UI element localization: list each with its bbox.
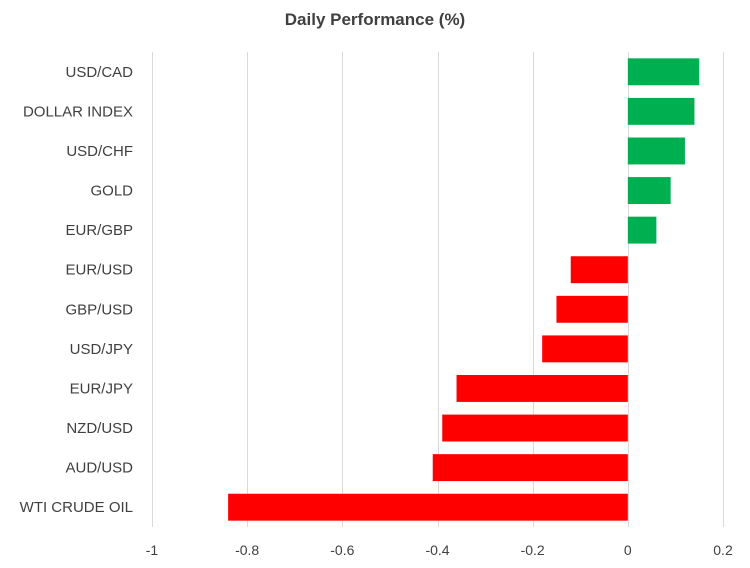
category-label: WTI CRUDE OIL	[20, 499, 133, 516]
x-tick-label: 0.2	[713, 542, 733, 558]
x-tick-label: -1	[146, 542, 159, 558]
bar	[627, 97, 695, 125]
category-label: AUD/USD	[65, 460, 133, 477]
x-axis-tick-labels: -1 -0.8 -0.6 -0.4 -0.2 0 0.2	[146, 542, 733, 558]
chart-title: Daily Performance (%)	[284, 10, 466, 29]
category-label: USD/CAD	[65, 64, 133, 81]
x-tick-label: -0.8	[235, 542, 259, 558]
category-label: USD/CHF	[66, 143, 133, 160]
category-label: GOLD	[90, 183, 133, 200]
bar	[432, 454, 628, 482]
bar	[556, 295, 628, 323]
category-label: EUR/GBP	[65, 222, 133, 239]
bar	[228, 493, 628, 521]
bar	[442, 414, 628, 442]
category-label: NZD/USD	[66, 420, 133, 437]
category-label: USD/JPY	[70, 341, 133, 358]
gridlines	[152, 52, 724, 527]
x-tick-label: -0.2	[521, 542, 545, 558]
bar	[456, 375, 628, 402]
bar	[627, 137, 685, 165]
bars	[228, 58, 700, 521]
bar	[570, 256, 628, 284]
category-label: GBP/USD	[65, 301, 133, 318]
category-label: DOLLAR INDEX	[23, 103, 133, 120]
x-tick-label: 0	[624, 542, 632, 558]
category-labels: USD/CAD DOLLAR INDEX USD/CHF GOLD EUR/GBP EUR…	[20, 64, 134, 516]
x-tick-label: -0.4	[425, 542, 449, 558]
bar	[627, 216, 657, 244]
x-tick-label: -0.6	[330, 542, 354, 558]
category-label: EUR/USD	[65, 262, 133, 279]
bar	[627, 58, 700, 86]
bar	[627, 177, 671, 204]
category-label: EUR/JPY	[70, 380, 133, 397]
bar	[542, 335, 628, 363]
